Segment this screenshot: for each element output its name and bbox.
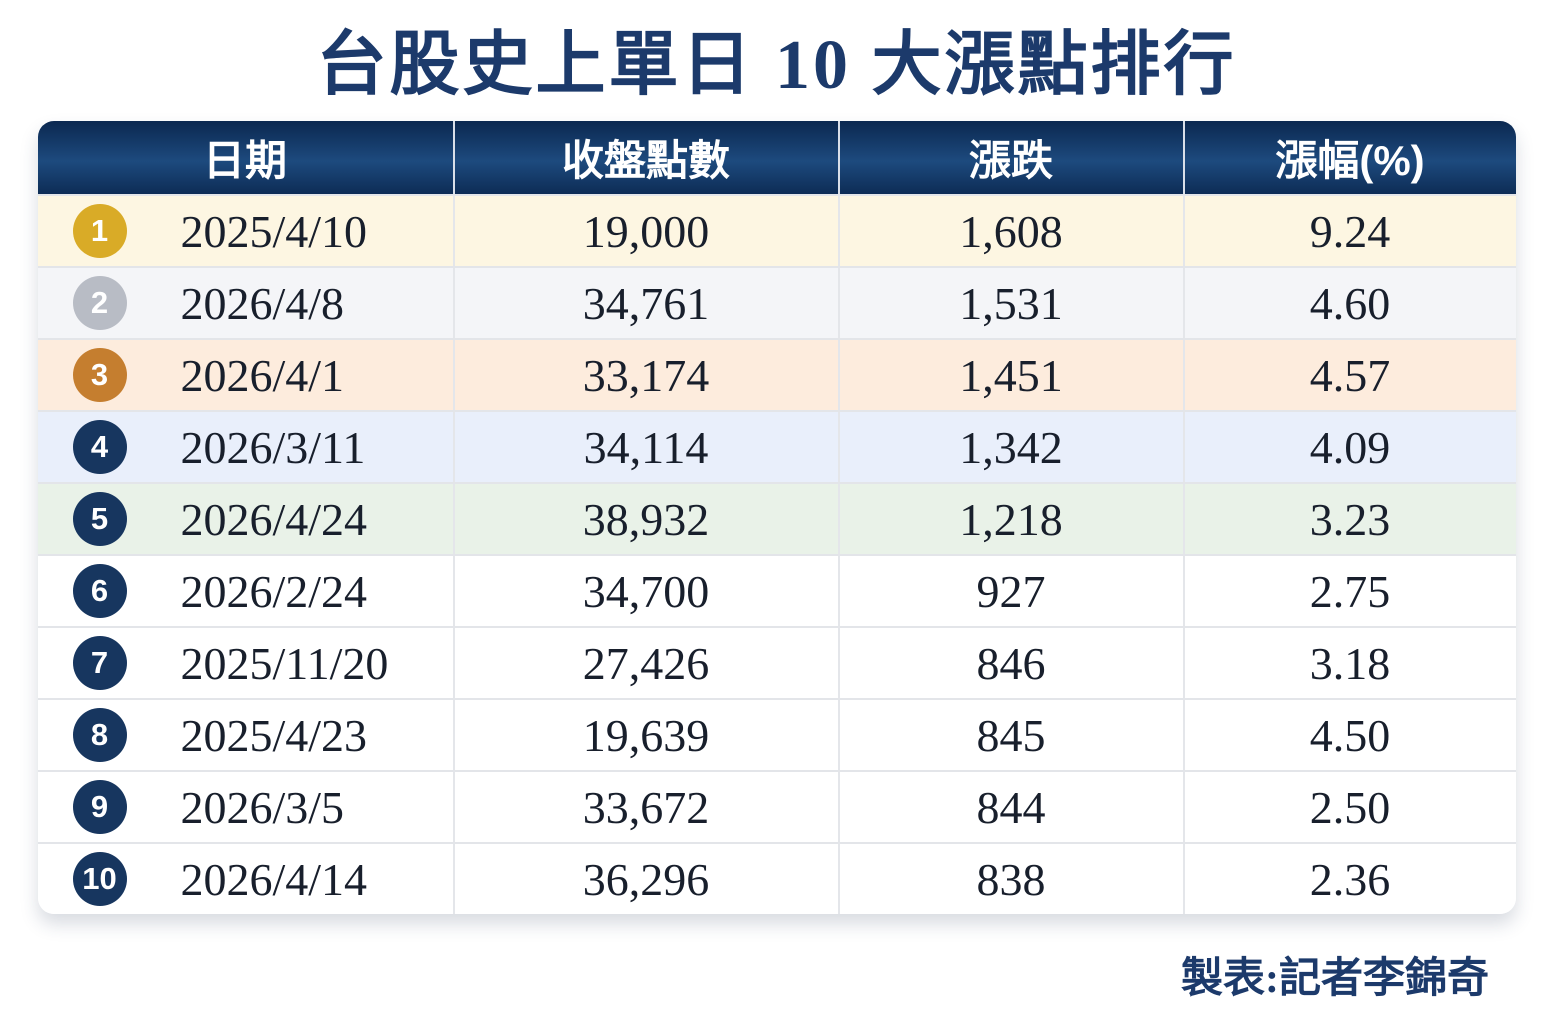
close-cell: 34,700	[455, 556, 840, 626]
pct-cell: 2.50	[1309, 781, 1391, 833]
pct-cell: 4.09	[1309, 421, 1391, 473]
rank-badge: 10	[72, 852, 127, 906]
table-header-row: 日期 收盤點數 漲跌 漲幅(%)	[37, 121, 1516, 194]
rank-badge: 4	[72, 420, 127, 474]
date-value: 2026/4/1	[180, 349, 345, 401]
close-cell: 34,114	[455, 412, 840, 482]
close-cell: 34,761	[455, 268, 840, 338]
change-cell: 838	[840, 844, 1185, 914]
table-row: 7 2025/11/20 27,426 846 3.18	[37, 626, 1516, 698]
date-cell: 9 2026/3/5	[38, 772, 455, 842]
pct-cell: 4.60	[1309, 277, 1391, 329]
table-row: 9 2026/3/5 33,672 844 2.50	[37, 770, 1516, 842]
pct-cell: 2.75	[1309, 565, 1391, 617]
close-cell: 33,672	[455, 772, 840, 842]
change-cell: 1,531	[840, 268, 1185, 338]
date-cell: 10 2026/4/14	[38, 844, 455, 914]
date-cell: 3 2026/4/1	[38, 340, 455, 410]
change-cell: 1,342	[840, 412, 1185, 482]
rank-badge: 5	[72, 492, 127, 546]
change-cell: 927	[840, 556, 1185, 626]
change-cell: 1,218	[840, 484, 1185, 554]
table-row: 3 2026/4/1 33,174 1,451 4.57	[37, 338, 1516, 410]
date-cell: 7 2025/11/20	[38, 628, 455, 698]
rank-badge: 6	[72, 564, 127, 618]
date-value: 2026/3/11	[180, 421, 366, 473]
pct-cell: 3.18	[1309, 637, 1391, 689]
credit-line: 製表:記者李錦奇	[1181, 956, 1489, 1002]
pct-cell: 9.24	[1309, 205, 1391, 257]
date-value: 2025/4/23	[180, 709, 368, 761]
header-cell-pct: 漲幅(%)	[1275, 137, 1425, 184]
rank-badge: 2	[72, 276, 127, 330]
rank-badge: 9	[72, 780, 127, 834]
date-value: 2025/4/10	[180, 205, 368, 257]
date-cell: 4 2026/3/11	[38, 412, 455, 482]
pct-cell: 3.23	[1309, 493, 1391, 545]
close-cell: 27,426	[455, 628, 840, 698]
rank-badge: 8	[72, 708, 127, 762]
rank-badge: 3	[72, 348, 127, 402]
table-row: 10 2026/4/14 36,296 838 2.36	[37, 842, 1516, 914]
pct-cell: 4.50	[1309, 709, 1391, 761]
rank-badge: 1	[72, 204, 127, 258]
table-row: 6 2026/2/24 34,700 927 2.75	[37, 554, 1516, 626]
header-cell-close: 收盤點數	[455, 121, 840, 194]
table-row: 2 2026/4/8 34,761 1,531 4.60	[37, 266, 1516, 338]
table-row: 1 2025/4/10 19,000 1,608 9.24	[37, 194, 1516, 266]
close-cell: 38,932	[455, 484, 840, 554]
header-cell-date: 日期	[38, 121, 455, 194]
date-value: 2026/4/8	[180, 277, 345, 329]
date-cell: 5 2026/4/24	[38, 484, 455, 554]
date-value: 2026/3/5	[180, 781, 345, 833]
date-cell: 1 2025/4/10	[38, 196, 455, 266]
header-cell-change: 漲跌	[840, 121, 1185, 194]
change-cell: 1,451	[840, 340, 1185, 410]
close-cell: 33,174	[455, 340, 840, 410]
pct-cell: 2.36	[1309, 853, 1391, 905]
table-row: 8 2025/4/23 19,639 845 4.50	[37, 698, 1516, 770]
pct-cell: 4.57	[1309, 349, 1391, 401]
close-cell: 19,000	[455, 196, 840, 266]
date-value: 2026/4/24	[180, 493, 368, 545]
table-row: 4 2026/3/11 34,114 1,342 4.09	[37, 410, 1516, 482]
change-cell: 844	[840, 772, 1185, 842]
change-cell: 845	[840, 700, 1185, 770]
date-cell: 6 2026/2/24	[38, 556, 455, 626]
date-value: 2025/11/20	[180, 637, 389, 689]
page-title: 台股史上單日 10 大漲點排行	[316, 27, 1237, 104]
change-cell: 846	[840, 628, 1185, 698]
date-cell: 2 2026/4/8	[38, 268, 455, 338]
ranking-table: 日期 收盤點數 漲跌 漲幅(%) 1 2025/4/10 19,000 1,60…	[37, 121, 1516, 914]
change-cell: 1,608	[840, 196, 1185, 266]
date-cell: 8 2025/4/23	[38, 700, 455, 770]
close-cell: 36,296	[455, 844, 840, 914]
table-row: 5 2026/4/24 38,932 1,218 3.23	[37, 482, 1516, 554]
table-body: 1 2025/4/10 19,000 1,608 9.24 2 2026/4/8…	[37, 194, 1516, 914]
close-cell: 19,639	[455, 700, 840, 770]
date-value: 2026/2/24	[180, 565, 368, 617]
date-value: 2026/4/14	[180, 853, 368, 905]
rank-badge: 7	[72, 636, 127, 690]
